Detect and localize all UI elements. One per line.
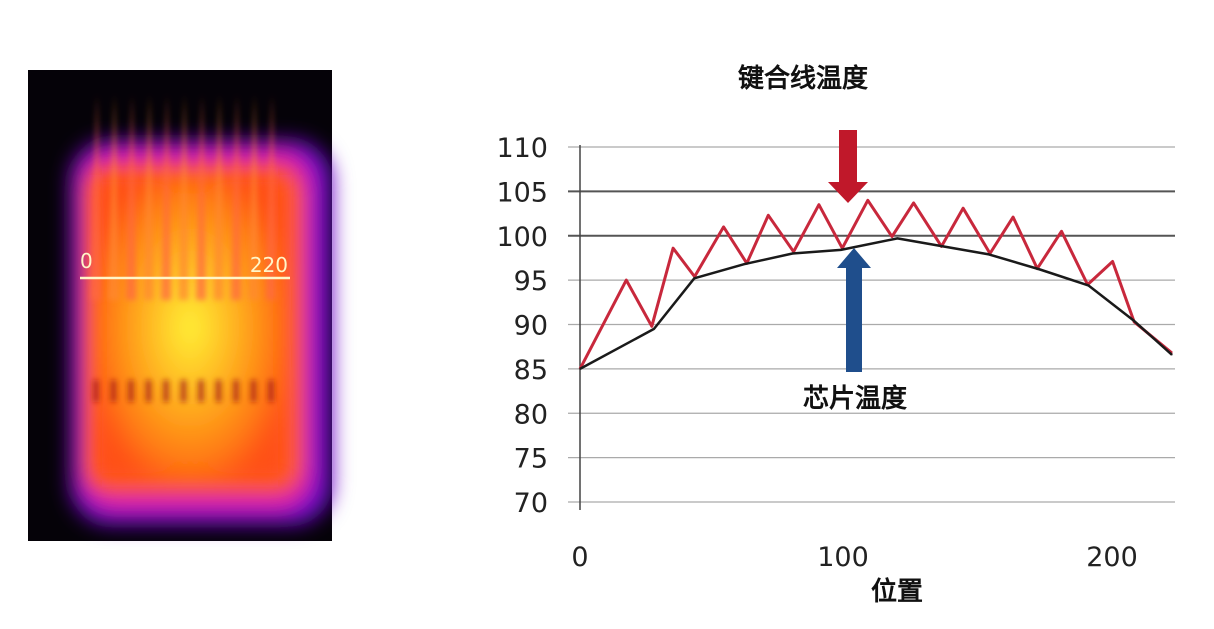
wire-bond-spot	[93, 380, 99, 402]
x-axis-label: 位置	[871, 576, 923, 607]
data-point	[962, 207, 964, 210]
x-tick-label: 100	[817, 542, 869, 573]
data-point	[818, 203, 820, 206]
y-tick-label: 85	[514, 355, 548, 386]
data-point	[988, 253, 990, 256]
bond-wire-temp-line	[578, 198, 1173, 370]
data-point	[1087, 284, 1090, 287]
wire-bond-spot	[110, 380, 117, 402]
data-point	[625, 279, 628, 281]
wire-bond-spot	[215, 380, 222, 402]
data-point	[840, 249, 842, 251]
data-point	[792, 250, 795, 253]
data-point	[1171, 353, 1173, 356]
data-point	[912, 202, 915, 204]
data-point	[767, 214, 770, 217]
chart: 110 105 100 95 90 85 80 75 70 0 100 200 位置 键合线温度芯片…	[496, 63, 1175, 607]
wire-bond-spot	[163, 380, 169, 402]
wire-bond-spot	[250, 380, 257, 402]
data-point	[672, 247, 674, 249]
data-point	[896, 237, 899, 240]
wire-bond-spot	[128, 380, 134, 402]
data-point	[942, 245, 944, 248]
wire-bond-spot	[268, 380, 274, 402]
chip-temp-line	[579, 237, 1173, 370]
bond-wire	[108, 95, 119, 300]
x-tick-label: 0	[571, 542, 588, 573]
wire-bond-spot	[145, 380, 152, 402]
y-tick-label: 80	[514, 399, 548, 430]
data-point	[579, 368, 581, 370]
bond-wire	[266, 95, 276, 300]
y-tick-label: 110	[496, 133, 548, 164]
wire-bond-spot	[233, 380, 239, 402]
x-tick-label: 200	[1086, 542, 1138, 573]
y-tick-label: 100	[496, 222, 548, 253]
y-tick-label: 95	[514, 266, 548, 297]
data-point	[1060, 230, 1063, 233]
data-point	[693, 277, 696, 280]
bond-wire	[213, 95, 224, 300]
bond-wire	[126, 95, 136, 300]
data-point	[651, 325, 653, 328]
bond-wire	[143, 95, 154, 300]
data-point	[1039, 268, 1041, 271]
data-point	[867, 199, 869, 202]
bond-wire	[161, 95, 171, 300]
bond-wire	[196, 95, 206, 300]
y-tick-label: 90	[514, 311, 548, 342]
y-tick-label: 105	[496, 177, 548, 208]
scale-end-label: 220	[250, 253, 288, 277]
y-tick-label: 70	[514, 488, 548, 519]
wire-bond-spot	[180, 380, 187, 402]
y-tick-label: 75	[514, 444, 548, 475]
data-point	[1111, 260, 1114, 263]
data-point	[743, 263, 745, 265]
wire-bond-spot	[198, 380, 204, 402]
data-point	[653, 328, 655, 330]
scale-start-label: 0	[80, 249, 93, 273]
data-point	[1133, 320, 1135, 322]
bond-wire-temp-label: 键合线温度	[738, 63, 868, 94]
bond-wire	[178, 95, 189, 300]
data-point	[1012, 216, 1014, 218]
bond-wire	[248, 95, 259, 300]
down-arrow-icon	[828, 130, 868, 203]
up-arrow-icon	[837, 248, 871, 372]
bond-wire	[91, 95, 101, 300]
thermal-image: 0 220	[28, 70, 332, 541]
data-point	[722, 226, 725, 228]
chip-temp-label: 芯片温度	[803, 383, 907, 414]
data-point	[791, 252, 794, 255]
bond-wire	[231, 95, 241, 300]
data-point	[891, 235, 893, 238]
